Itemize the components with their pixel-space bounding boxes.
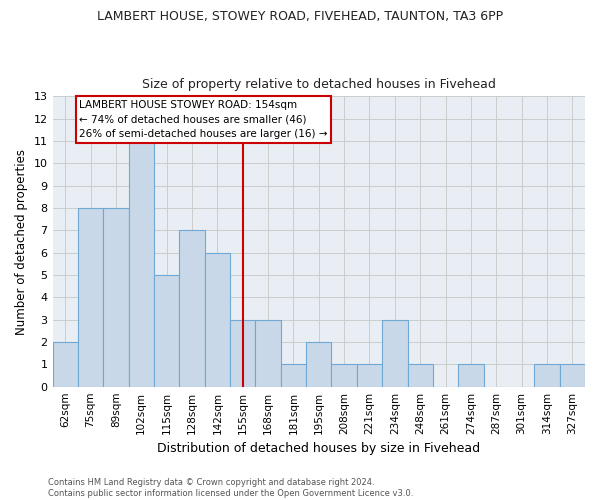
- Bar: [458, 364, 484, 386]
- Bar: [382, 320, 407, 386]
- X-axis label: Distribution of detached houses by size in Fivehead: Distribution of detached houses by size …: [157, 442, 481, 455]
- Bar: [179, 230, 205, 386]
- Bar: [256, 320, 281, 386]
- Bar: [103, 208, 128, 386]
- Bar: [407, 364, 433, 386]
- Bar: [306, 342, 331, 386]
- Title: Size of property relative to detached houses in Fivehead: Size of property relative to detached ho…: [142, 78, 496, 91]
- Y-axis label: Number of detached properties: Number of detached properties: [15, 148, 28, 334]
- Bar: [128, 141, 154, 386]
- Bar: [281, 364, 306, 386]
- Bar: [560, 364, 585, 386]
- Bar: [154, 275, 179, 386]
- Bar: [357, 364, 382, 386]
- Bar: [230, 320, 256, 386]
- Bar: [331, 364, 357, 386]
- Bar: [205, 252, 230, 386]
- Bar: [53, 342, 78, 386]
- Bar: [78, 208, 103, 386]
- Text: LAMBERT HOUSE, STOWEY ROAD, FIVEHEAD, TAUNTON, TA3 6PP: LAMBERT HOUSE, STOWEY ROAD, FIVEHEAD, TA…: [97, 10, 503, 23]
- Bar: [534, 364, 560, 386]
- Text: Contains HM Land Registry data © Crown copyright and database right 2024.
Contai: Contains HM Land Registry data © Crown c…: [48, 478, 413, 498]
- Text: LAMBERT HOUSE STOWEY ROAD: 154sqm
← 74% of detached houses are smaller (46)
26% : LAMBERT HOUSE STOWEY ROAD: 154sqm ← 74% …: [79, 100, 328, 140]
